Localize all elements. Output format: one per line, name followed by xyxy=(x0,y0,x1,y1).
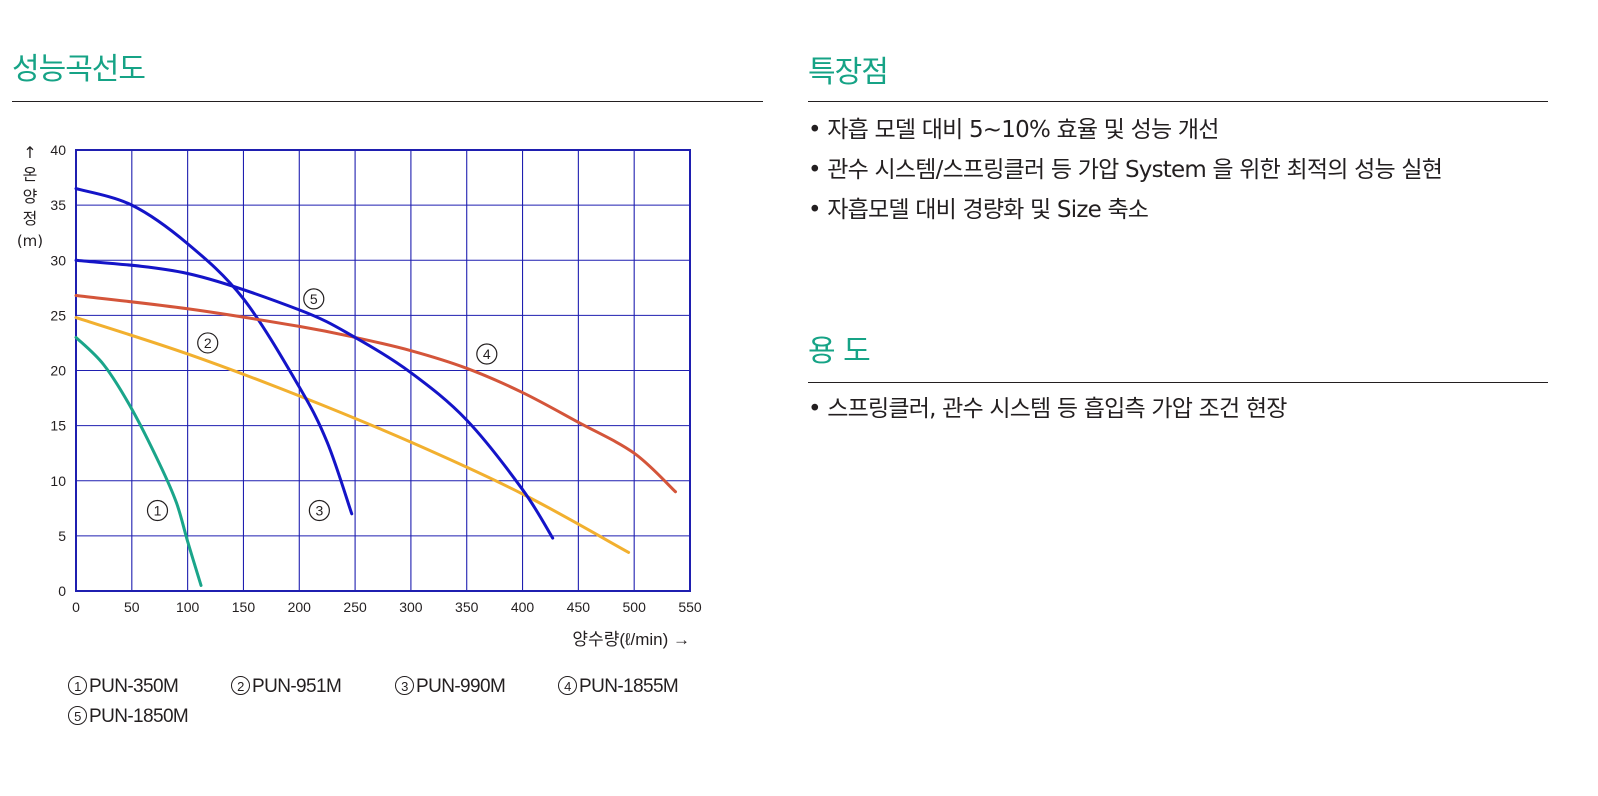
chart-grid xyxy=(75,149,691,592)
x-tick-label: 300 xyxy=(399,599,423,615)
legend-item-1: 1 PUN-350M xyxy=(68,676,179,698)
curve-marker-label: 4 xyxy=(483,346,491,362)
curve-marker-label: 3 xyxy=(315,503,323,519)
legend-item-5: 5 PUN-1850M xyxy=(68,706,189,728)
x-tick-label: 200 xyxy=(288,599,312,615)
x-tick-label: 400 xyxy=(511,599,535,615)
curve-marker-circle xyxy=(146,499,169,522)
legend-label: PUN-951M xyxy=(252,676,342,697)
usage-list: 스프링클러, 관수 시스템 등 흡입측 가압 조건 현장 xyxy=(808,389,1287,429)
y-tick-label: 5 xyxy=(58,528,66,544)
y-axis-label-glyph: ↑ xyxy=(23,143,36,162)
curve-marker-label: 2 xyxy=(204,335,212,351)
y-axis-label-glyph: 온 xyxy=(23,165,38,184)
legend-label: PUN-990M xyxy=(416,676,506,697)
plot-frame xyxy=(75,149,691,592)
legend-marker: 3 xyxy=(395,676,414,695)
feature-item: 자흡 모델 대비 5~10% 효율 및 성능 개선 xyxy=(808,110,1442,150)
x-tick-label: 150 xyxy=(232,599,256,615)
x-axis-label: 양수량(ℓ/min) → xyxy=(572,630,690,649)
y-tick-label: 35 xyxy=(50,197,66,213)
curve-marker-label: 1 xyxy=(154,503,162,519)
chart-section-title: 성능곡선도 xyxy=(12,52,146,87)
y-tick-label: 25 xyxy=(50,307,66,323)
y-axis-label-glyph: 정 xyxy=(23,209,38,228)
chart-section-rule xyxy=(12,101,763,102)
legend-item-4: 4 PUN-1855M xyxy=(558,676,679,698)
curve-marker-label: 5 xyxy=(310,291,318,307)
chart-markers: 1 2 3 4 5 xyxy=(146,288,498,522)
series-line-2 xyxy=(74,316,631,554)
y-axis-label-glyph: (m) xyxy=(17,232,43,250)
x-tick-label: 450 xyxy=(567,599,591,615)
legend-item-3: 3 PUN-990M xyxy=(395,676,506,698)
series-line-4 xyxy=(74,294,677,494)
x-tick-label: 100 xyxy=(176,599,200,615)
usage-item: 스프링클러, 관수 시스템 등 흡입측 가압 조건 현장 xyxy=(808,389,1287,429)
y-axis-label: ↑ 온양정 (m) xyxy=(17,143,43,250)
curve-marker-circle xyxy=(476,343,498,365)
x-tick-label: 350 xyxy=(455,599,479,615)
series-line-5 xyxy=(74,258,555,540)
y-tick-label: 10 xyxy=(50,473,66,489)
series-line-1 xyxy=(74,335,203,587)
curve-marker-circle xyxy=(197,332,219,354)
y-tick-label: 0 xyxy=(58,583,66,599)
curve-marker-circle xyxy=(308,499,330,522)
feature-item: 관수 시스템/스프링클러 등 가압 System 을 위한 최적의 성능 실현 xyxy=(808,150,1443,190)
x-tick-label: 0 xyxy=(72,599,80,615)
series-line-3 xyxy=(74,187,354,516)
chart-series xyxy=(74,187,677,587)
usage-title: 용 도 xyxy=(808,334,871,369)
legend-label: PUN-350M xyxy=(89,676,179,697)
features-title: 특장점 xyxy=(808,55,889,90)
chart-ticks: 0 50 100 150 200 250 300 350 400 450 500 5500510152… xyxy=(50,142,701,615)
legend-marker: 5 xyxy=(68,706,87,725)
y-tick-label: 15 xyxy=(50,418,66,434)
legend-label: PUN-1850M xyxy=(89,706,189,727)
x-tick-label: 500 xyxy=(623,599,647,615)
legend-marker: 2 xyxy=(231,676,250,695)
feature-item: 자흡모델 대비 경량화 및 Size 축소 xyxy=(808,190,1442,230)
features-rule xyxy=(808,101,1548,102)
x-tick-label: 250 xyxy=(343,599,367,615)
legend-marker: 1 xyxy=(68,676,87,695)
y-tick-label: 30 xyxy=(50,252,66,268)
x-tick-label: 50 xyxy=(124,599,140,615)
usage-rule xyxy=(808,382,1548,383)
features-list: 자흡 모델 대비 5~10% 효율 및 성능 개선 관수 시스템/스프링클러 등… xyxy=(808,110,1443,230)
y-tick-label: 40 xyxy=(50,142,66,158)
curve-marker-circle xyxy=(303,288,325,310)
legend-item-2: 2 PUN-951M xyxy=(231,676,342,698)
y-axis-label-glyph: 양 xyxy=(23,187,38,206)
legend-marker: 4 xyxy=(558,676,577,695)
x-tick-label: 550 xyxy=(678,599,702,615)
legend-label: PUN-1855M xyxy=(579,676,679,697)
y-tick-label: 20 xyxy=(50,363,66,379)
